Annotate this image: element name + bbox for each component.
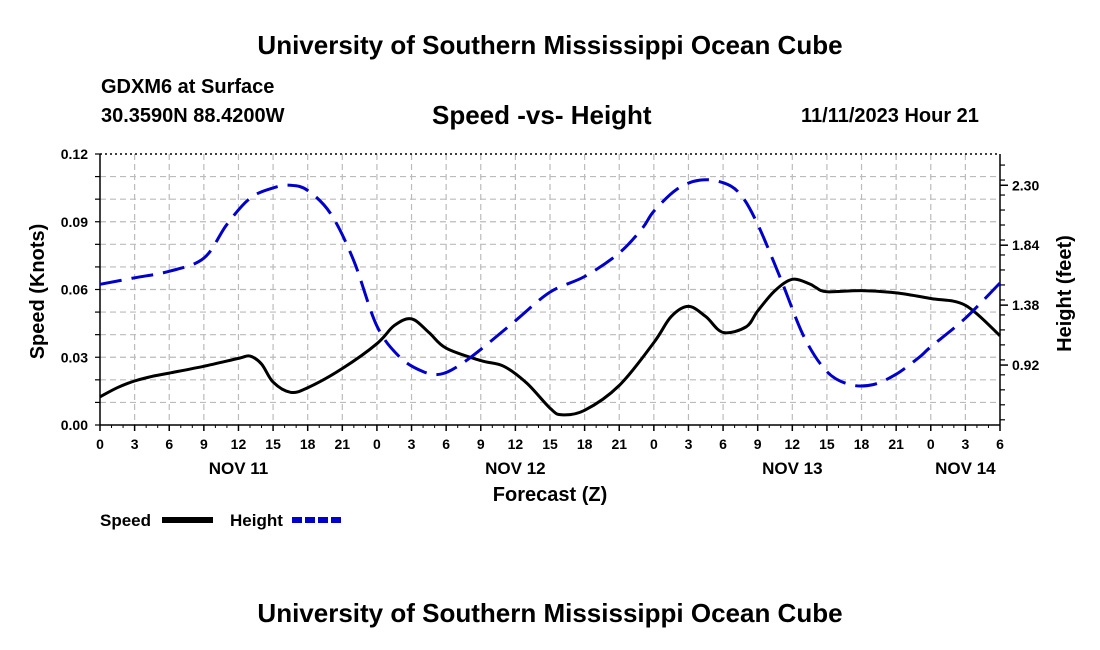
- x-day-label: NOV 13: [762, 459, 822, 478]
- x-tick-label: 9: [200, 436, 208, 452]
- x-tick-label: 6: [165, 436, 173, 452]
- page-title-bottom: University of Southern Mississippi Ocean…: [257, 598, 843, 628]
- x-tick-label: 3: [685, 436, 693, 452]
- page-title: University of Southern Mississippi Ocean…: [257, 30, 843, 60]
- y2-tick-label: 2.30: [1012, 177, 1039, 193]
- y-tick-label: 0.03: [61, 349, 88, 365]
- chart-title: Speed -vs- Height: [432, 100, 652, 130]
- x-tick-label: 15: [819, 436, 835, 452]
- x-tick-label: 9: [754, 436, 762, 452]
- x-tick-label: 12: [231, 436, 247, 452]
- station-label: GDXM6 at Surface: [101, 76, 275, 98]
- x-tick-label: 3: [961, 436, 969, 452]
- y-tick-label: 0.12: [61, 146, 88, 162]
- x-tick-label: 3: [408, 436, 416, 452]
- y-axis-title: Speed (Knots): [27, 224, 49, 360]
- x-day-label: NOV 11: [209, 459, 269, 478]
- x-tick-label: 9: [477, 436, 485, 452]
- x-tick-label: 21: [611, 436, 627, 452]
- y-tick-label: 0.09: [61, 214, 88, 230]
- legend-label-speed: Speed: [100, 511, 151, 530]
- x-tick-label: 6: [719, 436, 727, 452]
- x-tick-label: 6: [996, 436, 1004, 452]
- x-tick-label: 0: [96, 436, 104, 452]
- forecast-datetime: 11/11/2023 Hour 21: [801, 105, 979, 127]
- legend-label-height: Height: [230, 511, 283, 530]
- station-coordinates: 30.3590N 88.4200W: [101, 105, 285, 127]
- x-tick-label: 6: [442, 436, 450, 452]
- x-tick-label: 21: [888, 436, 904, 452]
- x-tick-label: 18: [854, 436, 870, 452]
- x-tick-label: 3: [131, 436, 139, 452]
- y-tick-label: 0.00: [61, 417, 88, 433]
- x-axis-title: Forecast (Z): [493, 484, 607, 506]
- x-tick-label: 18: [300, 436, 316, 452]
- x-tick-label: 12: [508, 436, 524, 452]
- x-tick-label: 0: [927, 436, 935, 452]
- x-tick-label: 18: [577, 436, 593, 452]
- x-tick-label: 15: [542, 436, 558, 452]
- x-tick-label: 21: [335, 436, 351, 452]
- y-tick-label: 0.06: [61, 282, 88, 298]
- height-series-line: [99, 178, 1002, 388]
- y2-axis-title: Height (feet): [1054, 235, 1076, 352]
- x-day-label: NOV 12: [485, 459, 545, 478]
- y2-tick-label: 1.38: [1012, 297, 1039, 313]
- x-tick-label: 15: [265, 436, 281, 452]
- x-tick-label: 12: [785, 436, 801, 452]
- x-day-label: NOV 14: [935, 459, 996, 478]
- y2-tick-label: 0.92: [1012, 357, 1039, 373]
- speed-series-line: [99, 277, 1002, 417]
- x-tick-label: 0: [373, 436, 381, 452]
- y2-tick-label: 1.84: [1012, 237, 1039, 253]
- x-tick-label: 0: [650, 436, 658, 452]
